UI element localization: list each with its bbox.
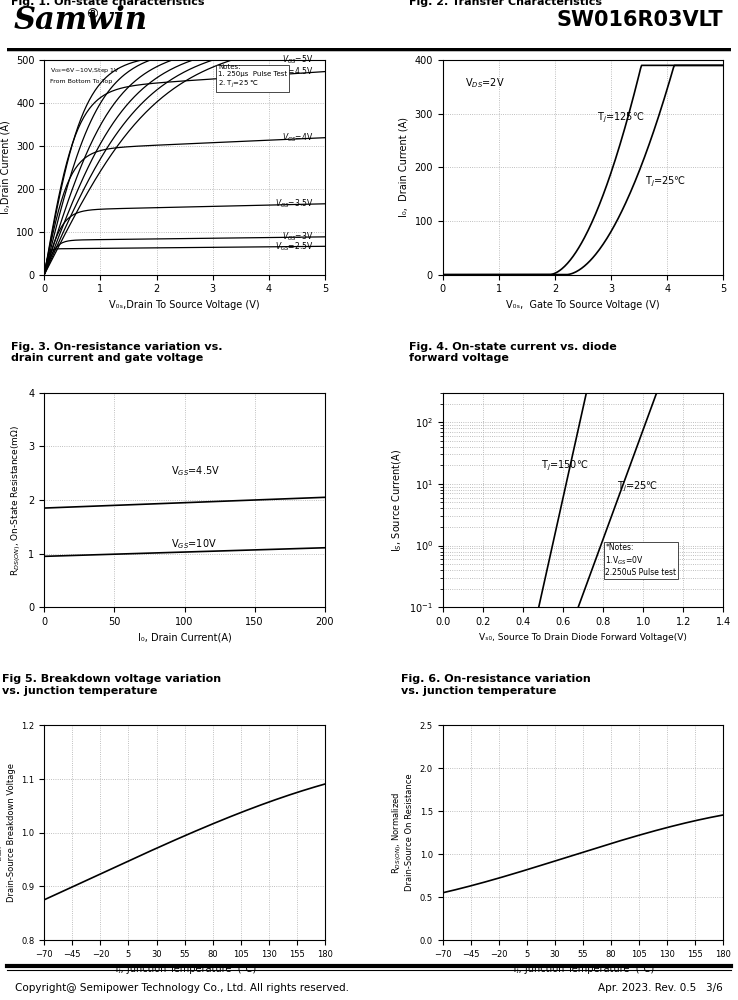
Text: V$_{GS}$=4.5V: V$_{GS}$=4.5V	[170, 464, 219, 478]
Text: Fig. 1. On-state characteristics: Fig. 1. On-state characteristics	[10, 0, 204, 7]
Text: $V_{GS}$=5V: $V_{GS}$=5V	[282, 54, 314, 66]
Text: SW016R03VLT: SW016R03VLT	[556, 10, 723, 30]
Text: Fig. 4. On-state current vs. diode
forward voltage: Fig. 4. On-state current vs. diode forwa…	[409, 342, 617, 363]
Text: Samwin: Samwin	[13, 5, 148, 36]
Y-axis label: BV$_{DSS}$, Normalized
Drain-Source Breakdown Voltage: BV$_{DSS}$, Normalized Drain-Source Brea…	[0, 763, 15, 902]
Text: T$_j$=150℃: T$_j$=150℃	[541, 458, 588, 473]
Y-axis label: R$_{DS(ON)}$, Normalized
Drain-Source On Resistance: R$_{DS(ON)}$, Normalized Drain-Source On…	[390, 774, 414, 891]
X-axis label: Tⱼ, Junction Temperature  (℃): Tⱼ, Junction Temperature (℃)	[511, 964, 655, 974]
X-axis label: I₀, Drain Current(A): I₀, Drain Current(A)	[138, 633, 232, 643]
Text: ®: ®	[85, 8, 99, 22]
Text: *Notes:
1.V$_{GS}$=0V
2.250uS Pulse test: *Notes: 1.V$_{GS}$=0V 2.250uS Pulse test	[605, 543, 677, 577]
Text: Copyright@ Semipower Technology Co., Ltd. All rights reserved.: Copyright@ Semipower Technology Co., Ltd…	[15, 983, 349, 993]
Text: $V_{GS}$=4V: $V_{GS}$=4V	[282, 131, 314, 144]
Y-axis label: R$_{DS(ON)}$, On-State Resistance(mΩ): R$_{DS(ON)}$, On-State Resistance(mΩ)	[9, 424, 23, 576]
X-axis label: Tⱼ, Junction Temperature  (℃): Tⱼ, Junction Temperature (℃)	[113, 964, 256, 974]
Text: From Bottom To Top: From Bottom To Top	[50, 79, 112, 84]
Text: T$_j$=25℃: T$_j$=25℃	[617, 480, 658, 494]
Text: T$_j$=25℃: T$_j$=25℃	[645, 175, 686, 189]
Text: V$_{DS}$=2V: V$_{DS}$=2V	[465, 76, 505, 90]
Text: V$_{GS}$=10V: V$_{GS}$=10V	[170, 537, 216, 551]
Text: $V_{GS}$=3.5V: $V_{GS}$=3.5V	[275, 198, 314, 210]
Text: Fig. 6. On-resistance variation
vs. junction temperature: Fig. 6. On-resistance variation vs. junc…	[401, 674, 590, 696]
X-axis label: V₀ₛ,Drain To Source Voltage (V): V₀ₛ,Drain To Source Voltage (V)	[109, 300, 260, 310]
Text: $V_{GS}$=4.5V: $V_{GS}$=4.5V	[275, 65, 314, 78]
Y-axis label: I$_S$, Source Current(A): I$_S$, Source Current(A)	[390, 448, 404, 552]
Text: $V_{GS}$=3V: $V_{GS}$=3V	[283, 231, 314, 243]
X-axis label: Vₛ₀, Source To Drain Diode Forward Voltage(V): Vₛ₀, Source To Drain Diode Forward Volta…	[479, 633, 687, 642]
X-axis label: V₀ₛ,  Gate To Source Voltage (V): V₀ₛ, Gate To Source Voltage (V)	[506, 300, 660, 310]
Text: Notes:
1. 250μs  Pulse Test
2. T$_j$=25 ℃: Notes: 1. 250μs Pulse Test 2. T$_j$=25 ℃	[218, 64, 287, 90]
Text: Apr. 2023. Rev. 0.5   3/6: Apr. 2023. Rev. 0.5 3/6	[599, 983, 723, 993]
Text: Fig 5. Breakdown voltage variation
vs. junction temperature: Fig 5. Breakdown voltage variation vs. j…	[2, 674, 221, 696]
Text: $V_{GS}$=2.5V: $V_{GS}$=2.5V	[275, 240, 314, 253]
Text: Fig. 3. On-resistance variation vs.
drain current and gate voltage: Fig. 3. On-resistance variation vs. drai…	[10, 342, 222, 363]
Text: V$_{GS}$=6V~10V,Step 1V: V$_{GS}$=6V~10V,Step 1V	[50, 66, 120, 75]
Text: Fig. 2. Transfer Characteristics: Fig. 2. Transfer Characteristics	[409, 0, 602, 7]
Text: T$_j$=125℃: T$_j$=125℃	[597, 110, 644, 125]
Y-axis label: I₀,Drain Current (A): I₀,Drain Current (A)	[1, 120, 10, 214]
Y-axis label: I₀,  Drain Current (A): I₀, Drain Current (A)	[399, 117, 409, 217]
